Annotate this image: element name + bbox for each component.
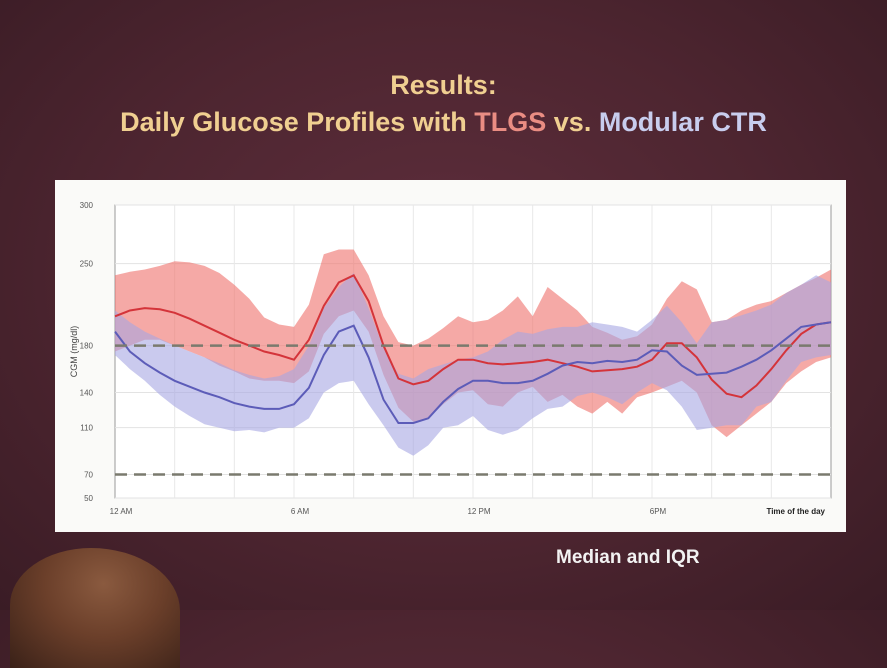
chart-caption: Median and IQR: [556, 547, 700, 568]
iqr-band-series-2: [115, 273, 831, 456]
title-tlgs: TLGS: [474, 107, 547, 137]
chart-panel: 50 70 110 140 180 250 300 12 AM 6 AM 12 PM 6PM CGM …: [55, 180, 846, 532]
x-tick-label: 12 AM: [110, 507, 133, 516]
slide-title-line1: Results:: [390, 70, 497, 100]
title-vs: vs.: [546, 107, 599, 137]
y-tick-label: 300: [80, 201, 94, 210]
y-tick-label: 50: [84, 494, 93, 503]
title-prefix: Daily Glucose Profiles with: [120, 107, 475, 137]
x-axis-label: Time of the day: [766, 507, 825, 516]
y-tick-label: 70: [84, 471, 93, 480]
glucose-profile-chart: 50 70 110 140 180 250 300 12 AM 6 AM 12 PM 6PM CGM …: [69, 201, 832, 516]
title-ctr: Modular CTR: [598, 107, 767, 137]
iqr-band-series-1: [115, 249, 831, 438]
y-tick-label: 180: [80, 342, 94, 351]
x-tick-label: 6 AM: [291, 507, 310, 516]
y-axis-label: CGM (mg/dl): [69, 326, 79, 378]
slide-title-line2: Daily Glucose Profiles with TLGS vs. Mod…: [0, 107, 887, 138]
y-tick-label: 110: [80, 424, 93, 433]
x-tick-label: 12 PM: [467, 507, 490, 516]
y-tick-label: 140: [80, 389, 94, 398]
audience-head: [10, 548, 180, 668]
median-line-series-2: [114, 321, 832, 424]
x-tick-label: 6PM: [650, 507, 667, 516]
y-tick-label: 250: [80, 260, 94, 269]
median-line-series-1: [114, 273, 832, 399]
